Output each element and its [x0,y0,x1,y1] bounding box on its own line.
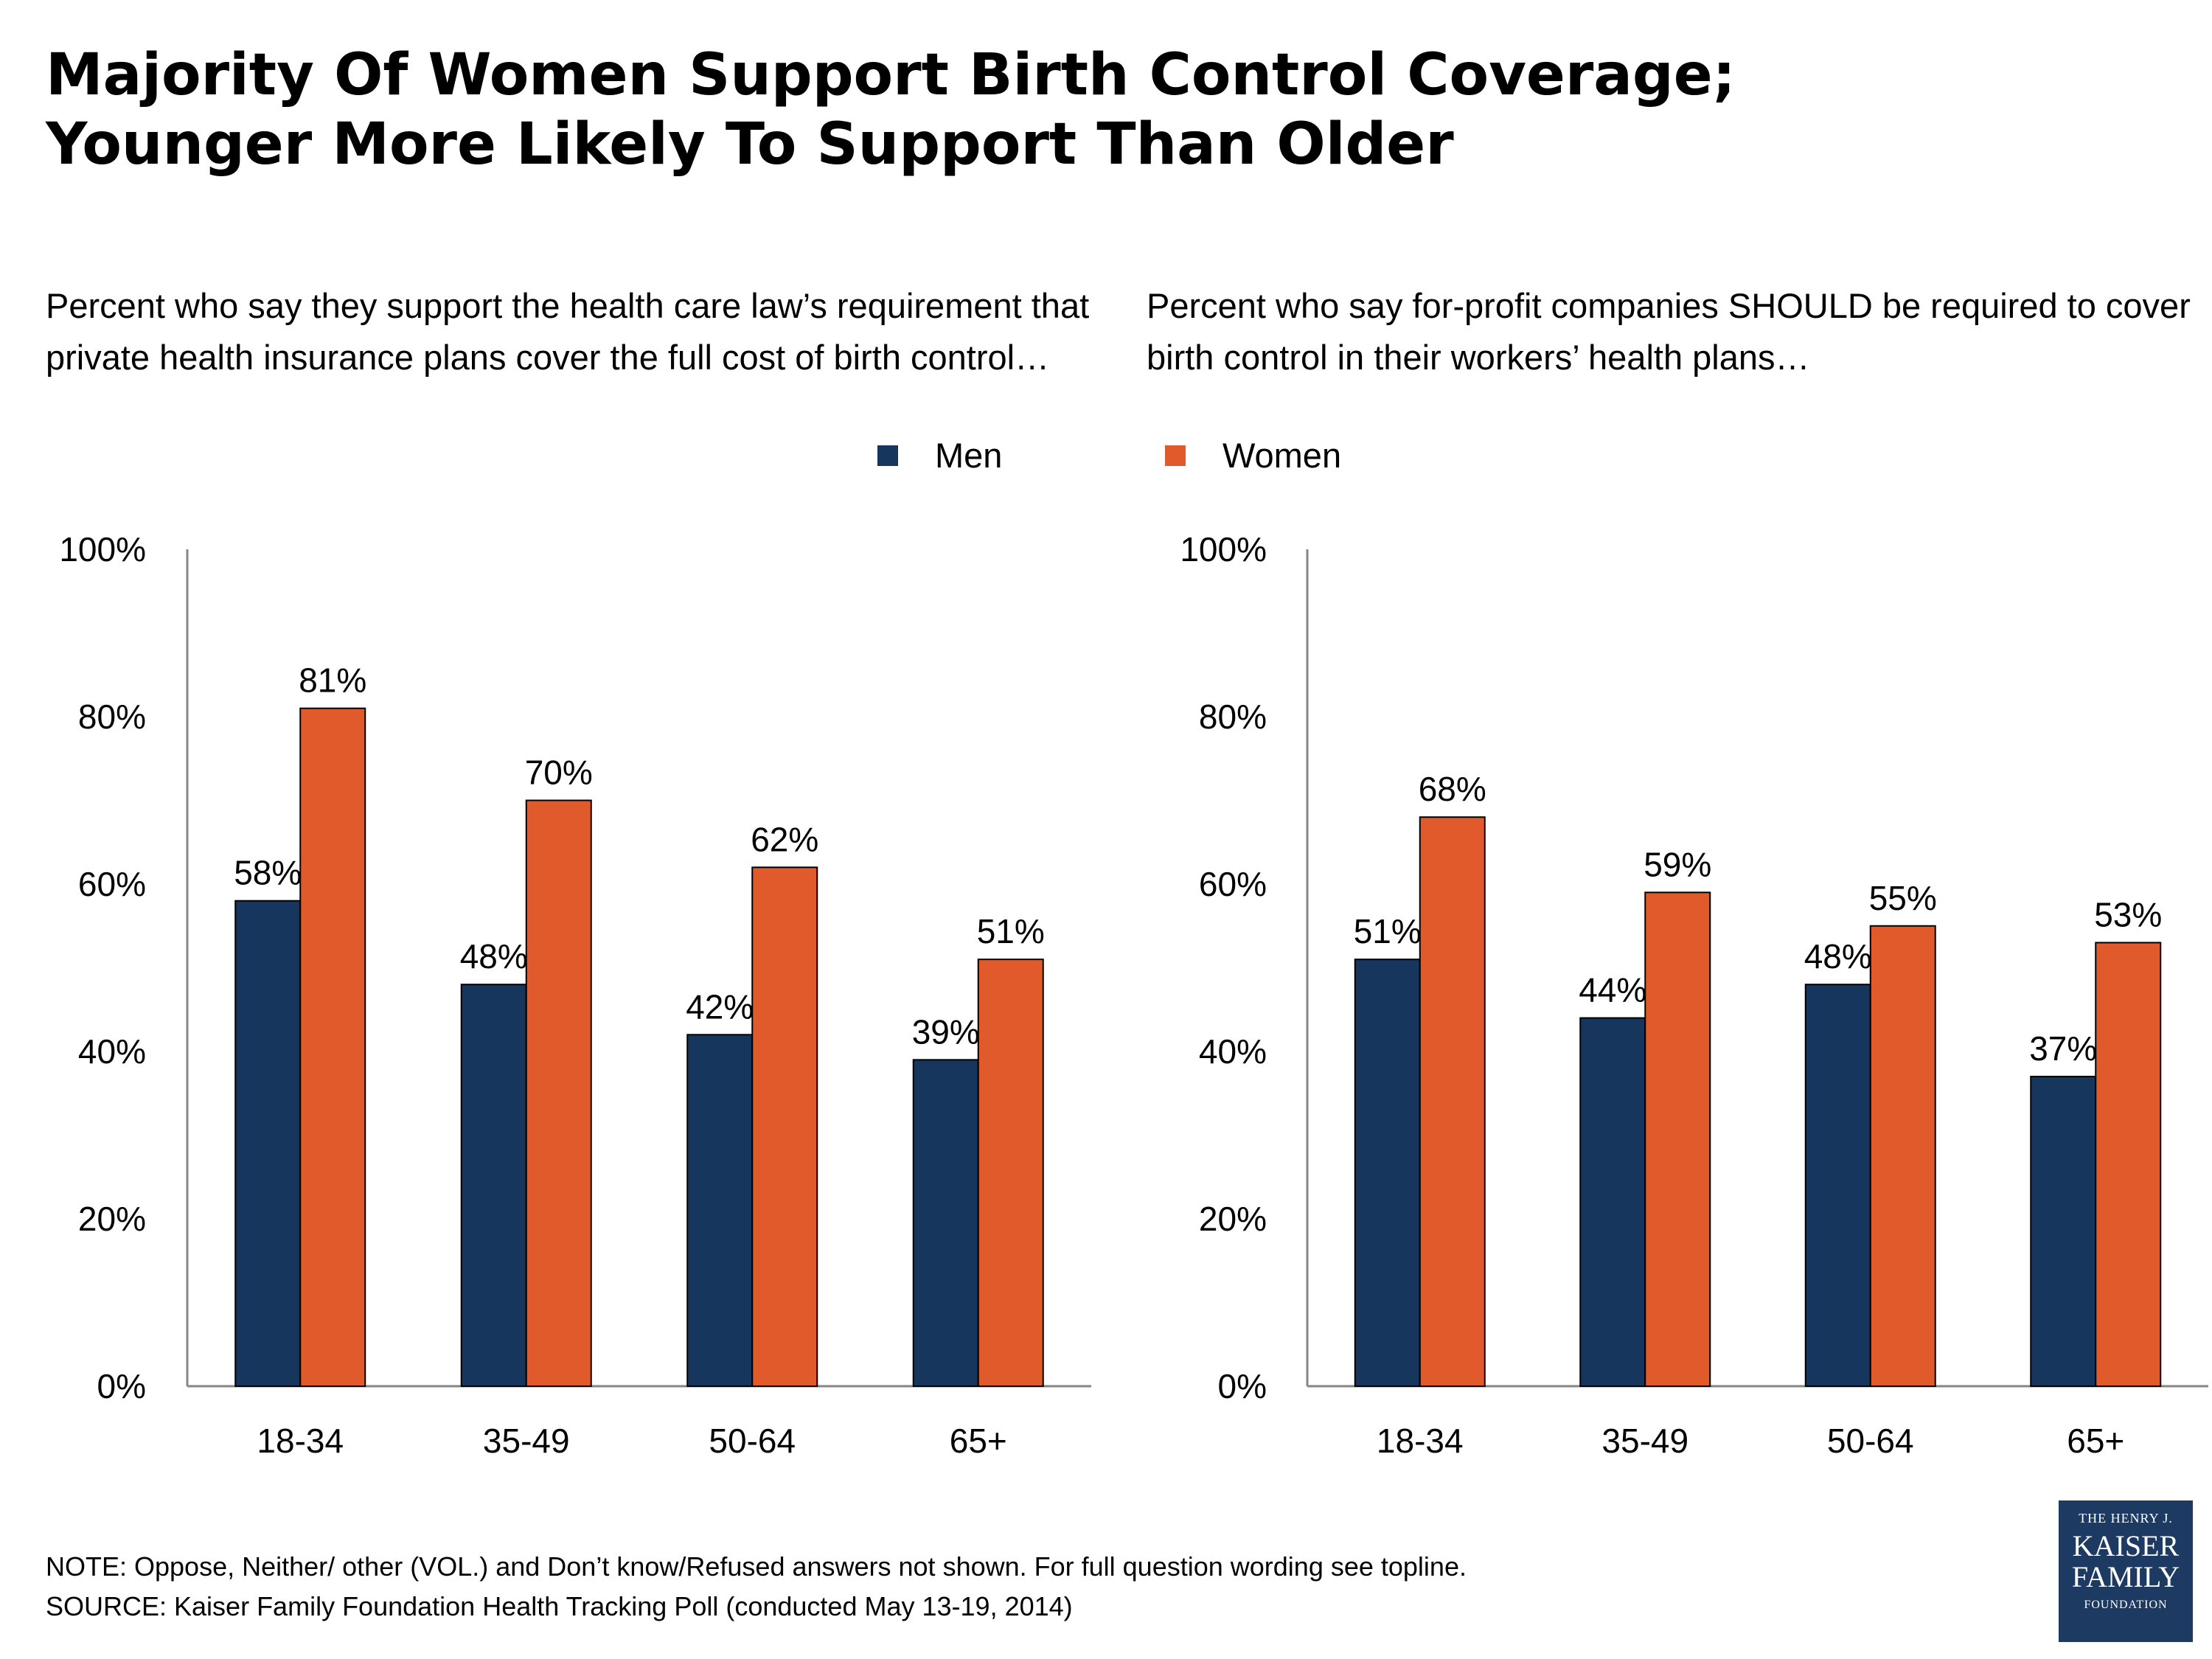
right-chart-bar-women-35-49 [1644,891,1711,1387]
right-chart-data-label: 37% [2029,1029,2097,1068]
right-chart-y-tick-label: 60% [1199,865,1267,903]
left-chart-bar-women-65plus [977,959,1044,1387]
right-chart-data-label: 68% [1419,770,1486,808]
logo-line-3: FAMILY [2071,1560,2180,1593]
left-chart-data-label: 62% [751,820,818,858]
left-chart-data-label: 70% [525,754,593,792]
left-chart-bar-men-50-64 [686,1034,754,1388]
left-chart-bar-men-18-34 [234,900,302,1387]
title-line-1: Majority Of Women Support Birth Control … [46,42,1736,108]
left-chart-data-label: 51% [977,912,1045,950]
footnote: NOTE: Oppose, Neither/ other (VOL.) and … [46,1547,1467,1627]
legend-swatch-men [877,445,898,466]
logo-line-4: FOUNDATION [2084,1599,2168,1611]
right-chart-y-tick-label: 80% [1199,698,1267,736]
right-chart-x-tick-label: 35-49 [1601,1422,1688,1460]
right-chart-bar-men-50-64 [1804,984,1871,1387]
legend-label-men: Men [935,436,1003,475]
left-chart-data-label: 58% [234,854,302,892]
left-chart-y-tick-label: 40% [78,1032,146,1071]
left-chart-y-tick-label: 60% [78,865,146,903]
right-chart-data-label: 55% [1869,879,1937,917]
right-chart-data-label: 44% [1579,971,1646,1009]
footnote-note: NOTE: Oppose, Neither/ other (VOL.) and … [46,1551,1467,1582]
right-chart-y-tick-label: 100% [1180,530,1267,568]
right-chart-bar-men-35-49 [1579,1017,1646,1387]
right-chart-x-tick-label: 18-34 [1377,1422,1464,1460]
left-chart-data-label: 39% [912,1012,980,1051]
right-chart-y-tick-label: 20% [1199,1200,1267,1238]
page-title: Majority Of Women Support Birth Control … [46,41,2169,179]
legend-item-men: Men [877,435,1002,476]
left-chart-x-tick-label: 50-64 [709,1422,796,1460]
left-chart-y-tick-label: 100% [59,530,146,568]
right-chart-bar-women-65plus [2095,942,2162,1387]
right-chart-x-tick-label: 65+ [2067,1422,2124,1460]
right-chart-y-tick-label: 40% [1199,1032,1267,1071]
left-chart-y-tick-label: 80% [78,698,146,736]
left-chart-y-tick-label: 0% [97,1367,146,1405]
logo-line-2: KAISER [2072,1529,2180,1562]
kaiser-family-foundation-logo: THE HENRY J. KAISER FAMILY FOUNDATION [2059,1500,2193,1642]
right-chart-subtitle: Percent who say for-profit companies SHO… [1147,286,2191,377]
right-chart-data-label: 48% [1804,937,1872,975]
right-chart-data-label: 53% [2094,895,2162,933]
right-chart-bar-women-18-34 [1419,816,1486,1387]
legend-swatch-women [1165,445,1186,466]
left-chart-x-tick-label: 18-34 [257,1422,344,1460]
right-chart-data-label: 59% [1644,845,1711,883]
legend-item-women: Women [1165,435,1341,476]
left-chart-bar-women-35-49 [525,799,592,1387]
left-chart-data-label: 48% [460,937,528,975]
footnote-source: SOURCE: Kaiser Family Foundation Health … [46,1591,1073,1621]
left-chart-bar-women-50-64 [751,866,818,1388]
left-chart-x-tick-label: 65+ [950,1422,1007,1460]
right-chart-x-tick-label: 50-64 [1827,1422,1914,1460]
logo-line-1: THE HENRY J. [2079,1511,2173,1526]
title-line-2: Younger More Likely To Support Than Olde… [46,111,1454,178]
left-chart-subtitle: Percent who say they support the health … [46,286,1090,377]
left-chart-y-tick-label: 20% [78,1200,146,1238]
right-chart-y-tick-label: 0% [1218,1367,1267,1405]
chart-legend: Men Women [0,435,2212,479]
right-chart-bar-men-65plus [2030,1076,2097,1388]
left-chart-data-label: 81% [299,661,366,700]
left-chart-bar-men-35-49 [460,984,527,1387]
right-chart-bar-men-18-34 [1354,959,1421,1387]
left-chart-bar-women-18-34 [299,707,366,1387]
left-chart-data-label: 42% [686,987,754,1026]
left-chart-x-tick-label: 35-49 [483,1422,570,1460]
right-chart-bar-women-50-64 [1869,925,1936,1387]
right-chart-data-label: 51% [1354,912,1422,950]
legend-label-women: Women [1222,436,1342,475]
left-chart-bar-men-65plus [912,1059,979,1387]
